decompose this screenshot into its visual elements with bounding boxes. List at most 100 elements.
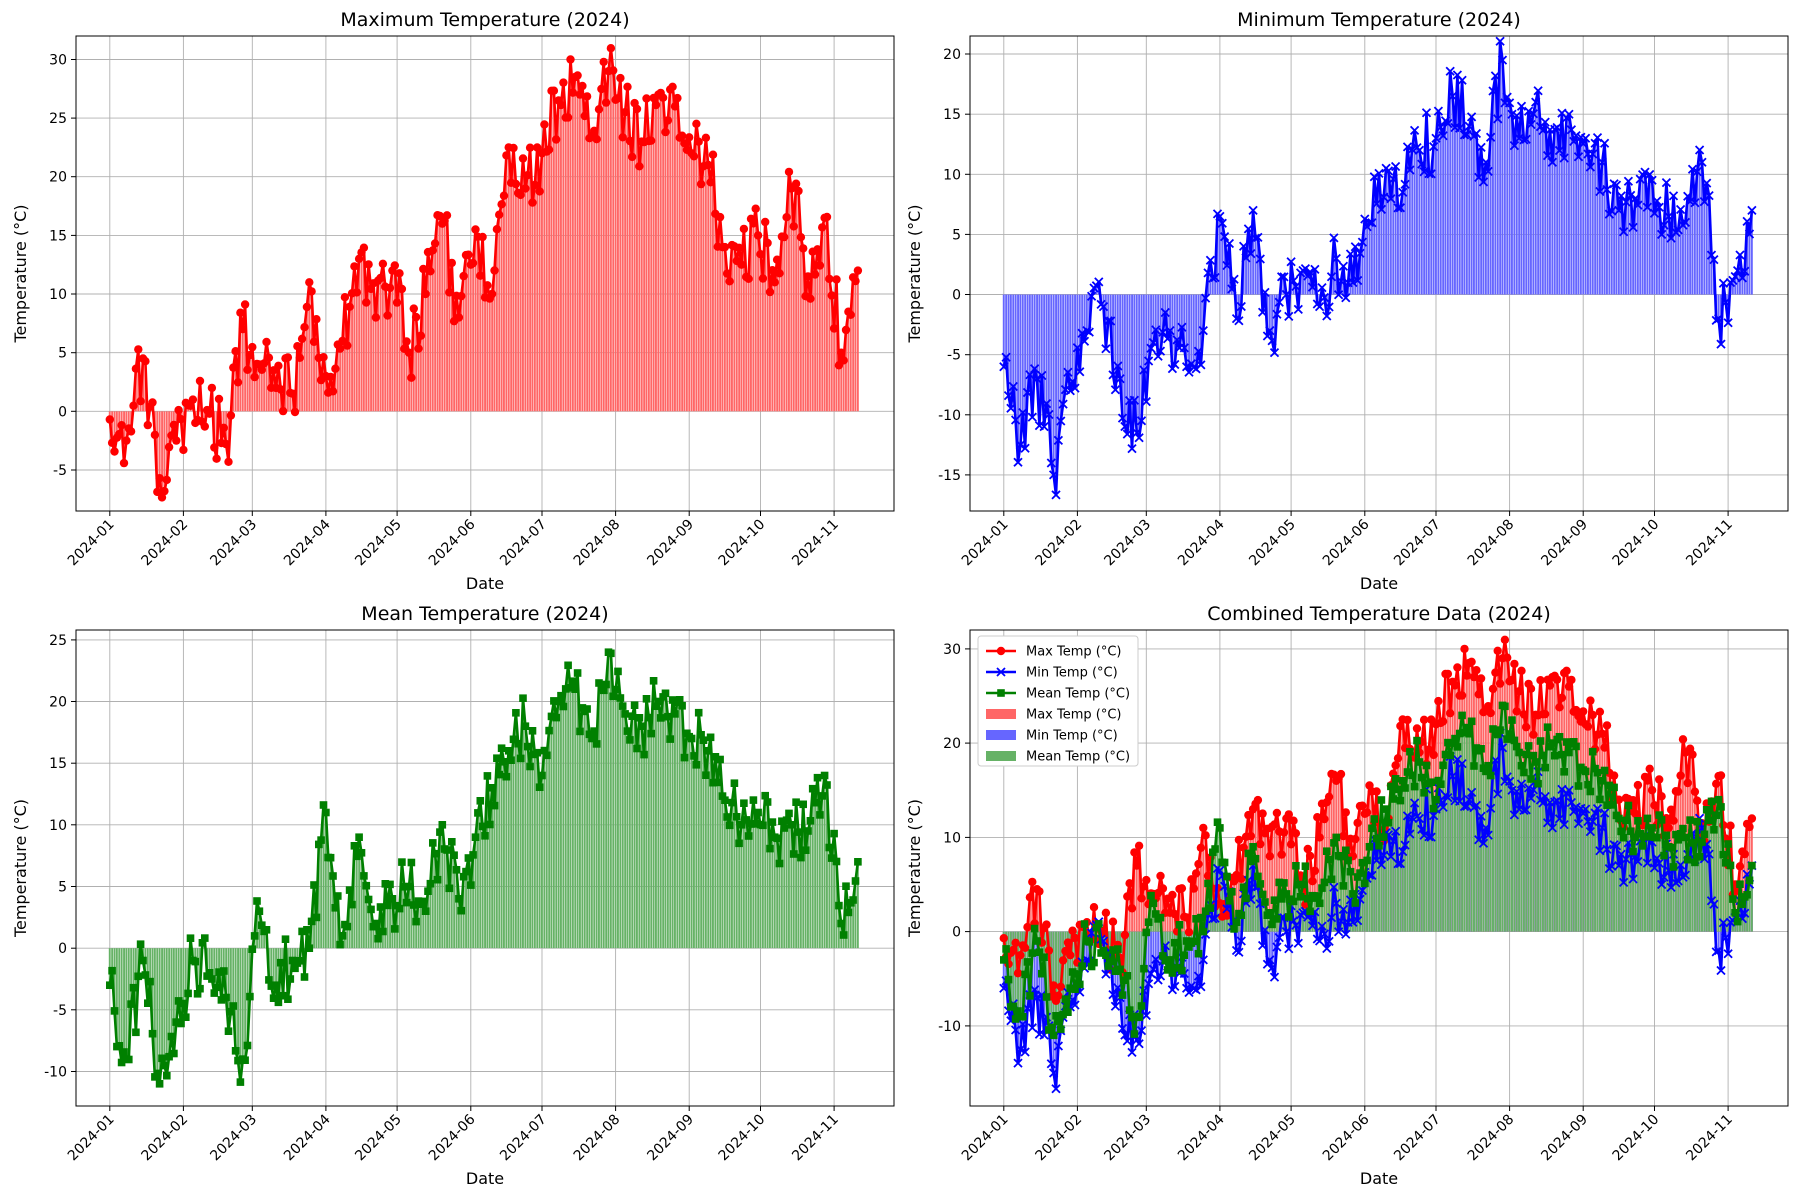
bar [780, 236, 783, 412]
bar [1427, 173, 1430, 295]
data-point [379, 927, 387, 936]
data-point [281, 935, 290, 943]
bar [446, 850, 448, 949]
data-point [319, 353, 328, 362]
bar [1734, 276, 1737, 295]
bar [723, 247, 726, 412]
data-point [663, 116, 673, 125]
bar [1549, 746, 1551, 932]
bar [1138, 845, 1141, 932]
bar [799, 237, 802, 412]
data-point [1281, 289, 1292, 300]
bar [1432, 808, 1435, 932]
data-point [182, 1013, 190, 1021]
data-point [1079, 336, 1090, 346]
data-point [205, 969, 214, 977]
data-point [355, 833, 363, 841]
data-point [1123, 892, 1132, 901]
data-point [326, 853, 335, 862]
data-point [163, 1071, 171, 1080]
bar [1655, 837, 1658, 932]
bar [740, 264, 743, 412]
bar [697, 712, 700, 949]
bar [149, 948, 152, 982]
bar [1539, 126, 1542, 295]
bar [517, 193, 520, 412]
data-point [158, 1054, 166, 1063]
bar [602, 690, 605, 949]
data-point [716, 755, 724, 764]
bar [657, 701, 660, 949]
bar [1518, 752, 1521, 932]
bar [1378, 173, 1380, 295]
data-point [1194, 949, 1203, 958]
bar [1632, 227, 1635, 295]
bar [495, 229, 498, 412]
bar [503, 195, 505, 412]
data-point [680, 753, 689, 762]
bar [655, 706, 657, 949]
bar [362, 247, 365, 412]
bar [766, 802, 769, 949]
bar [130, 948, 133, 1005]
data-point [328, 387, 338, 396]
bar [441, 824, 444, 949]
bar [1285, 893, 1288, 932]
data-point [1155, 346, 1166, 356]
bar [545, 755, 548, 949]
data-point [611, 685, 620, 694]
bar [446, 215, 448, 412]
bar [1482, 181, 1485, 295]
data-point [1592, 803, 1603, 814]
bar [1750, 865, 1753, 932]
bar [465, 255, 467, 412]
data-point [1503, 735, 1511, 743]
bar [1045, 294, 1048, 404]
data-point [278, 406, 288, 416]
bar [526, 746, 529, 949]
data-point [296, 957, 304, 965]
data-point [1409, 798, 1420, 808]
data-point [436, 828, 444, 836]
data-point [1545, 681, 1555, 690]
bar [847, 912, 850, 949]
data-point [554, 697, 563, 706]
data-point [208, 975, 216, 983]
data-point [849, 896, 857, 904]
data-point [1234, 947, 1244, 957]
data-point [179, 445, 188, 455]
bar [826, 785, 828, 949]
data-point [241, 1056, 249, 1064]
y-tick-label: -5 [53, 463, 67, 479]
data-point [1193, 346, 1204, 356]
data-point [1102, 951, 1110, 959]
bar [747, 278, 750, 412]
bar [1427, 783, 1430, 932]
data-point [1139, 365, 1149, 375]
x-tick-label: 2024-08 [1465, 517, 1518, 570]
data-point [1641, 832, 1649, 841]
data-point [1683, 191, 1693, 201]
data-point [625, 136, 635, 146]
data-point [348, 900, 356, 909]
bar [500, 204, 503, 412]
bar [1411, 775, 1414, 932]
bar [600, 685, 603, 949]
bar [562, 706, 565, 949]
bar [579, 731, 581, 949]
data-point [635, 714, 644, 722]
data-point [345, 302, 354, 311]
data-point [1664, 211, 1674, 222]
bar [277, 948, 280, 1003]
bar [1370, 222, 1373, 295]
data-point [1611, 180, 1622, 190]
data-point [490, 266, 499, 275]
y-tick-label: 0 [58, 404, 67, 420]
bar [707, 750, 710, 949]
bar [1154, 294, 1157, 330]
bar [1442, 765, 1445, 932]
data-point [658, 93, 668, 102]
bar [275, 948, 277, 986]
bar [1328, 859, 1331, 932]
bar [1223, 236, 1226, 295]
